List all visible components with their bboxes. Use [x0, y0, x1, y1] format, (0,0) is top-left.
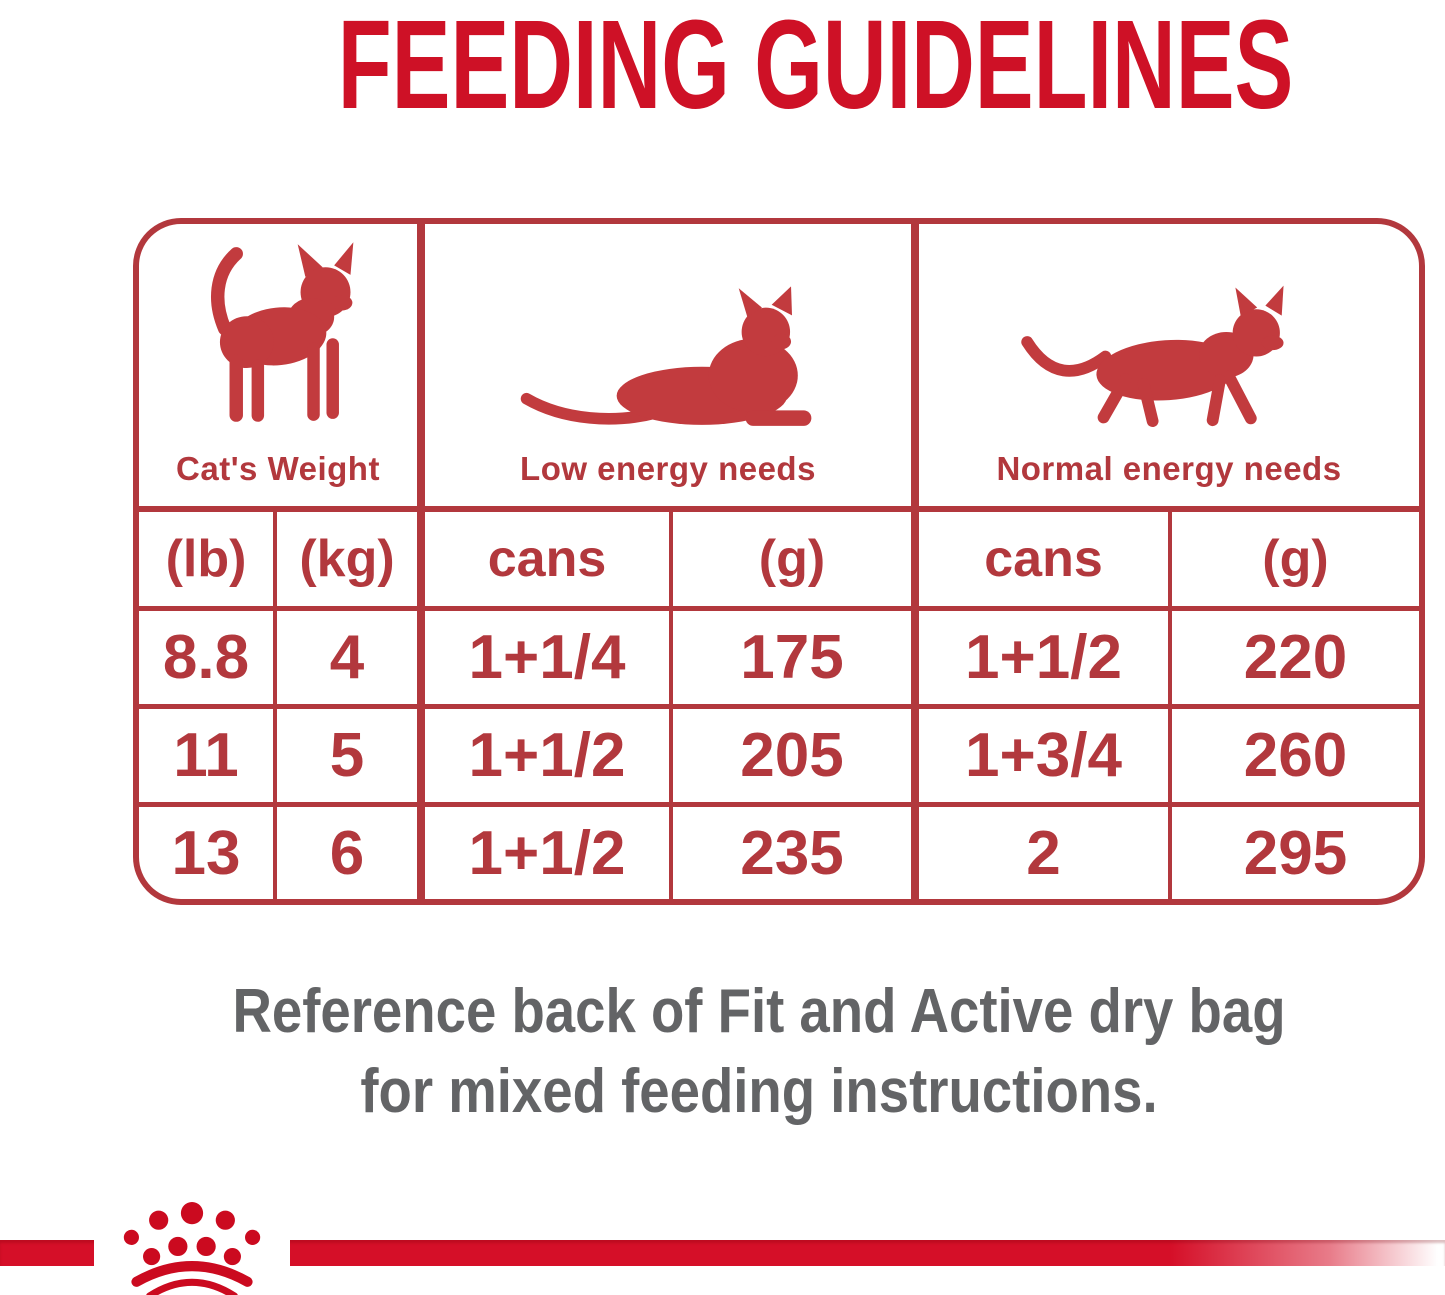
title-wrap: FEEDING GUIDELINES	[133, 0, 1425, 128]
subheader-lb: (lb)	[139, 512, 277, 611]
header-normal-energy: Normal energy needs	[919, 224, 1419, 512]
table-cell: 260	[1172, 709, 1419, 807]
table-cell: 5	[277, 709, 425, 807]
table-cell: 4	[277, 611, 425, 709]
header-cats-weight: Cat's Weight	[139, 224, 425, 512]
table-cell: 13	[139, 807, 277, 899]
table-cell: 205	[673, 709, 919, 807]
note-line-2: for mixed feeding instructions.	[360, 1057, 1158, 1126]
subheader-g-low: (g)	[673, 512, 919, 611]
subheader-g-normal: (g)	[1172, 512, 1419, 611]
table-cell: 8.8	[139, 611, 277, 709]
table-cell: 175	[673, 611, 919, 709]
lying-cat-icon	[513, 286, 823, 432]
feeding-table: Cat's Weight	[133, 218, 1425, 905]
subheader-kg: (kg)	[277, 512, 425, 611]
table-cell: 11	[139, 709, 277, 807]
table-cell: 1+3/4	[919, 709, 1172, 807]
table-cell: 1+1/2	[425, 807, 673, 899]
table-cell: 220	[1172, 611, 1419, 709]
header-label: Low energy needs	[520, 450, 816, 487]
crown-icon	[123, 1202, 261, 1295]
feeding-table-grid: Cat's Weight	[139, 224, 1419, 899]
table-cell: 1+1/4	[425, 611, 673, 709]
subheader-cans-low: cans	[425, 512, 673, 611]
header-label: Normal energy needs	[996, 450, 1342, 487]
page-title: FEEDING GUIDELINES	[337, 0, 1294, 135]
header-label: Cat's Weight	[176, 450, 380, 487]
table-cell: 295	[1243, 818, 1348, 888]
subheader-cans-normal: cans	[919, 512, 1172, 611]
walking-cat-icon	[1014, 282, 1324, 432]
royal-canin-crown-logo	[94, 1200, 290, 1295]
note-line-1: Reference back of Fit and Active dry bag	[232, 977, 1286, 1046]
standing-cat-icon	[194, 234, 362, 432]
table-cell: 2	[919, 807, 1172, 899]
table-cell: 235	[673, 807, 919, 899]
mixed-feeding-note: Reference back of Fit and Active dry bag…	[191, 972, 1328, 1132]
table-cell: 1+1/2	[919, 611, 1172, 709]
table-cell: 1+1/2	[425, 709, 673, 807]
table-cell: 6	[277, 807, 425, 899]
header-low-energy: Low energy needs	[425, 224, 919, 512]
